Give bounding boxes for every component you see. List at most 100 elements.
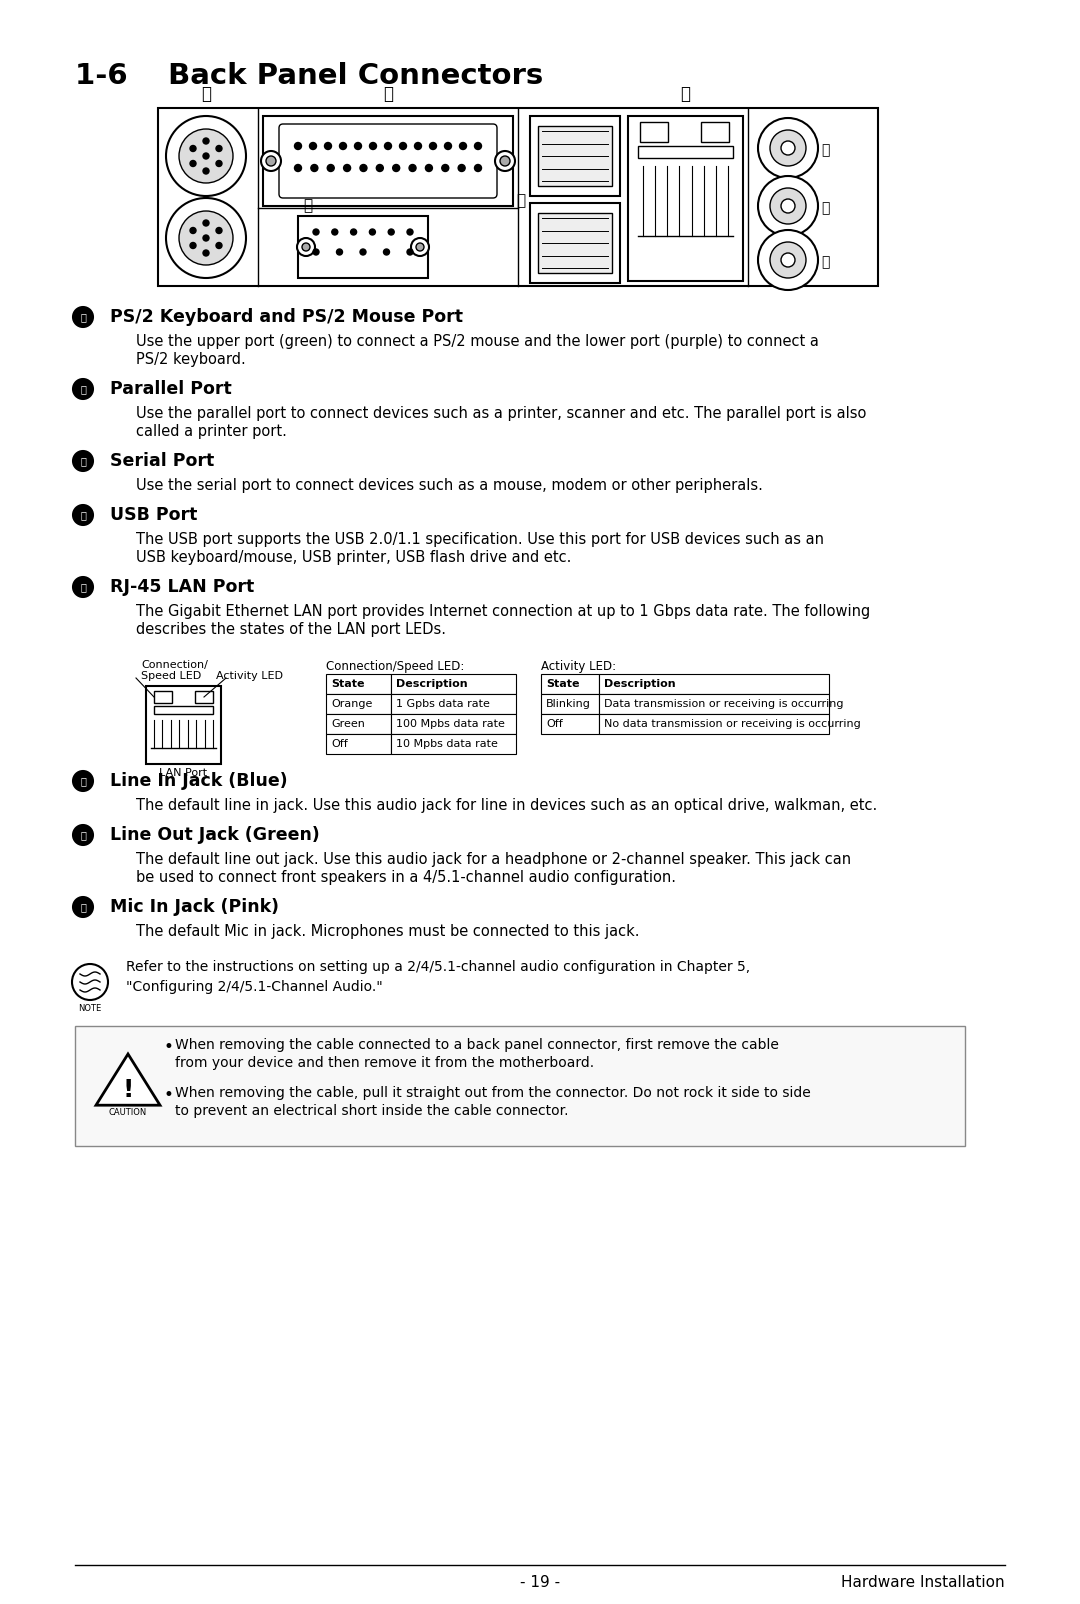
Text: !: ! <box>122 1078 134 1102</box>
Text: Parallel Port: Parallel Port <box>110 380 232 398</box>
Circle shape <box>409 165 416 172</box>
Circle shape <box>351 229 356 236</box>
Polygon shape <box>96 1054 160 1105</box>
Circle shape <box>166 115 246 196</box>
Text: No data transmission or receiving is occurring: No data transmission or receiving is occ… <box>604 719 861 728</box>
Circle shape <box>73 306 93 327</box>
Circle shape <box>426 165 432 172</box>
Circle shape <box>376 165 383 172</box>
Circle shape <box>781 253 795 266</box>
Bar <box>154 691 172 703</box>
Text: ⓔ: ⓔ <box>80 582 86 592</box>
Circle shape <box>73 824 93 845</box>
Circle shape <box>770 242 806 277</box>
Text: Hardware Installation: Hardware Installation <box>841 1575 1005 1590</box>
Circle shape <box>781 141 795 156</box>
Circle shape <box>360 249 366 255</box>
Text: ⓓ: ⓓ <box>516 194 525 209</box>
Bar <box>146 687 221 764</box>
Circle shape <box>407 249 413 255</box>
Text: ⓒ: ⓒ <box>303 197 312 213</box>
Bar <box>640 122 669 143</box>
Text: from your device and then remove it from the motherboard.: from your device and then remove it from… <box>175 1055 594 1070</box>
Text: The default Mic in jack. Microphones must be connected to this jack.: The default Mic in jack. Microphones mus… <box>136 924 639 938</box>
Text: ⓕ: ⓕ <box>821 143 829 157</box>
Circle shape <box>190 146 195 151</box>
Bar <box>541 695 599 714</box>
Circle shape <box>430 143 436 149</box>
Circle shape <box>758 176 818 236</box>
Text: Description: Description <box>396 678 468 690</box>
Text: ⓑ: ⓑ <box>80 383 86 395</box>
Text: Speed LED: Speed LED <box>141 670 201 682</box>
Text: Serial Port: Serial Port <box>110 452 214 470</box>
Circle shape <box>442 165 449 172</box>
Bar <box>195 691 213 703</box>
Circle shape <box>73 772 93 791</box>
Text: USB Port: USB Port <box>110 505 198 525</box>
Text: describes the states of the LAN port LEDs.: describes the states of the LAN port LED… <box>136 622 446 637</box>
Circle shape <box>261 151 281 172</box>
Text: ⓗ: ⓗ <box>80 901 86 913</box>
Text: - 19 -: - 19 - <box>519 1575 561 1590</box>
Text: The USB port supports the USB 2.0/1.1 specification. Use this port for USB devic: The USB port supports the USB 2.0/1.1 sp… <box>136 533 824 547</box>
Circle shape <box>500 156 510 165</box>
Circle shape <box>324 143 332 149</box>
Text: ⓔ: ⓔ <box>680 85 690 103</box>
Text: ⓐ: ⓐ <box>201 85 211 103</box>
Text: be used to connect front speakers in a 4/5.1-channel audio configuration.: be used to connect front speakers in a 4… <box>136 869 676 885</box>
Circle shape <box>73 451 93 472</box>
Bar <box>391 674 516 695</box>
Circle shape <box>73 897 93 917</box>
Bar <box>530 204 620 282</box>
Bar <box>264 115 513 205</box>
FancyBboxPatch shape <box>279 124 497 197</box>
Circle shape <box>369 229 376 236</box>
Text: NOTE: NOTE <box>79 1004 102 1014</box>
Circle shape <box>203 236 210 241</box>
Bar <box>326 714 391 735</box>
Circle shape <box>327 165 334 172</box>
Bar <box>298 217 428 277</box>
Circle shape <box>354 143 362 149</box>
Circle shape <box>72 964 108 999</box>
Text: When removing the cable connected to a back panel connector, first remove the ca: When removing the cable connected to a b… <box>175 1038 779 1052</box>
Circle shape <box>216 242 222 249</box>
Circle shape <box>445 143 451 149</box>
Text: ⓗ: ⓗ <box>821 255 829 269</box>
Text: LAN Port: LAN Port <box>159 768 207 778</box>
Circle shape <box>407 229 413 236</box>
Bar <box>391 695 516 714</box>
Text: ⓐ: ⓐ <box>80 313 86 322</box>
Bar <box>391 714 516 735</box>
Text: ⓓ: ⓓ <box>80 510 86 520</box>
Bar <box>538 127 612 186</box>
Text: to prevent an electrical short inside the cable connector.: to prevent an electrical short inside th… <box>175 1104 568 1118</box>
Circle shape <box>369 143 377 149</box>
Text: Activity LED: Activity LED <box>216 670 283 682</box>
Circle shape <box>384 143 391 149</box>
Circle shape <box>400 143 406 149</box>
Circle shape <box>415 143 421 149</box>
Text: PS/2 keyboard.: PS/2 keyboard. <box>136 351 246 367</box>
Text: Line In Jack (Blue): Line In Jack (Blue) <box>110 772 287 791</box>
Circle shape <box>458 165 465 172</box>
Bar <box>326 735 391 754</box>
Circle shape <box>297 237 315 257</box>
Circle shape <box>203 220 210 226</box>
Bar <box>530 115 620 196</box>
Text: The default line out jack. Use this audio jack for a headphone or 2-channel spea: The default line out jack. Use this audi… <box>136 852 851 868</box>
Circle shape <box>313 249 319 255</box>
Bar <box>326 674 391 695</box>
Circle shape <box>203 250 210 257</box>
Bar <box>627 115 743 281</box>
Text: Green: Green <box>330 719 365 728</box>
Circle shape <box>190 242 195 249</box>
Circle shape <box>190 160 195 167</box>
Text: Off: Off <box>330 739 348 749</box>
Text: Off: Off <box>546 719 563 728</box>
Circle shape <box>295 165 301 172</box>
Circle shape <box>216 160 222 167</box>
Circle shape <box>474 165 482 172</box>
Bar <box>638 146 733 159</box>
